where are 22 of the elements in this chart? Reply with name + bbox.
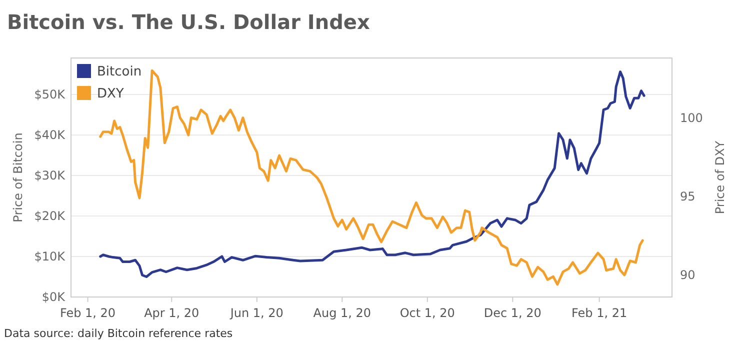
x-tick-label: Oct 1, 20 bbox=[400, 306, 455, 320]
y2-tick-label: 95 bbox=[680, 190, 696, 204]
y2-tick-label: 90 bbox=[680, 268, 696, 282]
x-tick-label: Aug 1, 20 bbox=[313, 306, 372, 320]
y-tick-label: $20K bbox=[34, 209, 66, 224]
y-tick-label: $30K bbox=[34, 168, 66, 183]
y-tick-label: $50K bbox=[34, 88, 66, 102]
x-tick-label: Feb 1, 21 bbox=[572, 306, 628, 320]
source-note: Data source: daily Bitcoin reference rates bbox=[4, 327, 233, 340]
legend-label: Bitcoin bbox=[97, 64, 142, 80]
x-tick-label: Jun 1, 20 bbox=[229, 306, 284, 320]
x-tick-label: Apr 1, 20 bbox=[144, 306, 200, 320]
y-tick-label: $0K bbox=[42, 290, 66, 304]
chart-title: Bitcoin vs. The U.S. Dollar Index bbox=[7, 10, 370, 34]
y-tick-label: $40K bbox=[34, 128, 66, 142]
x-tick-label: Dec 1, 20 bbox=[484, 306, 542, 320]
legend-label: DXY bbox=[97, 86, 124, 102]
y2-axis-title: Price of DXY bbox=[713, 140, 727, 214]
x-tick-label: Feb 1, 20 bbox=[60, 306, 116, 320]
y-tick-label: $10K bbox=[34, 250, 66, 264]
y2-tick-label: 100 bbox=[680, 110, 703, 125]
y-axis-title: Price of Bitcoin bbox=[11, 132, 25, 222]
